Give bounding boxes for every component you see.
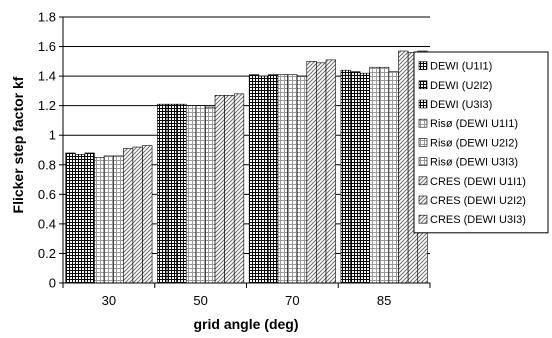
legend-swatch xyxy=(418,214,428,224)
legend-label: CRES (DEWI U3I3) xyxy=(430,214,526,226)
bar xyxy=(205,106,216,284)
bar xyxy=(277,74,288,284)
bar xyxy=(287,74,298,284)
y-tick-label: 0.4 xyxy=(38,216,56,231)
legend-swatch xyxy=(418,61,428,70)
legend-label: Risø (DEWI U3I3) xyxy=(430,157,518,169)
y-tick-label: 1 xyxy=(49,128,56,143)
bar xyxy=(268,74,279,284)
bar xyxy=(214,95,225,284)
bar xyxy=(195,105,206,284)
bar xyxy=(359,72,371,284)
x-tick-labels: 30 50 70 85 xyxy=(102,293,392,308)
bar xyxy=(248,74,260,284)
y-tick-label: 1.6 xyxy=(38,39,56,54)
bar xyxy=(325,59,336,284)
bar xyxy=(65,152,76,284)
bar xyxy=(166,103,177,284)
bar xyxy=(316,62,327,284)
y-tick-label: 0.8 xyxy=(38,157,56,172)
y-tick-label: 0.6 xyxy=(38,187,56,202)
bar xyxy=(94,157,105,284)
x-tick-label: 85 xyxy=(377,293,391,308)
legend-swatch xyxy=(418,138,428,147)
bar xyxy=(258,75,269,284)
legend-box xyxy=(413,51,549,234)
y-tick-labels: 0 0.2 0.4 0.6 0.8 1 1.2 1.4 1.6 1.8 xyxy=(38,10,56,291)
legend-swatch xyxy=(418,176,428,186)
y-tick-label: 0 xyxy=(49,276,56,291)
x-tick-label: 70 xyxy=(285,293,299,308)
legend-swatch xyxy=(418,157,428,166)
legend-swatch xyxy=(418,99,428,109)
bar xyxy=(84,152,95,284)
bar xyxy=(296,75,308,284)
y-tick-label: 1.2 xyxy=(38,98,56,113)
bar xyxy=(379,66,390,284)
legend-label: DEWI (U1I1) xyxy=(430,61,492,73)
bar xyxy=(340,69,351,284)
bars xyxy=(65,50,428,284)
bar xyxy=(122,148,134,284)
y-axis-title: Flicker step factor kf xyxy=(10,76,26,213)
x-tick-label: 30 xyxy=(102,293,116,308)
y-tick-label: 0.2 xyxy=(38,246,56,261)
bar xyxy=(142,145,153,284)
bar xyxy=(233,93,245,284)
bar xyxy=(103,155,114,284)
legend-label: DEWI (U3I3) xyxy=(430,99,492,111)
legend-swatch xyxy=(418,195,428,205)
legend-label: Risø (DEWI U1I1) xyxy=(430,118,518,130)
bar xyxy=(388,71,399,284)
x-tick-label: 50 xyxy=(193,293,207,308)
bar xyxy=(306,61,317,284)
legend: DEWI (U1I1) DEWI (U2I2) DEWI (U3I3) Risø (D… xyxy=(413,51,549,234)
bar xyxy=(157,103,168,284)
legend-label: CRES (DEWI U2I2) xyxy=(430,195,526,207)
legend-label: Risø (DEWI U2I2) xyxy=(430,137,518,149)
legend-label: CRES (DEWI U1I1) xyxy=(430,176,526,188)
x-axis-title: grid angle (deg) xyxy=(194,316,299,332)
bar xyxy=(369,66,380,284)
bar xyxy=(398,50,409,284)
legend-swatch xyxy=(418,80,428,90)
bar xyxy=(74,154,86,284)
y-tick-label: 1.8 xyxy=(38,10,56,25)
legend-swatch xyxy=(418,118,428,128)
bar xyxy=(132,146,143,284)
axes xyxy=(59,16,431,288)
y-tick-label: 1.4 xyxy=(38,69,56,84)
bar xyxy=(224,95,235,284)
bar xyxy=(350,71,361,284)
bar xyxy=(176,103,187,284)
legend-label: DEWI (U2I2) xyxy=(430,80,492,92)
bar xyxy=(113,155,124,284)
bar xyxy=(185,105,197,284)
